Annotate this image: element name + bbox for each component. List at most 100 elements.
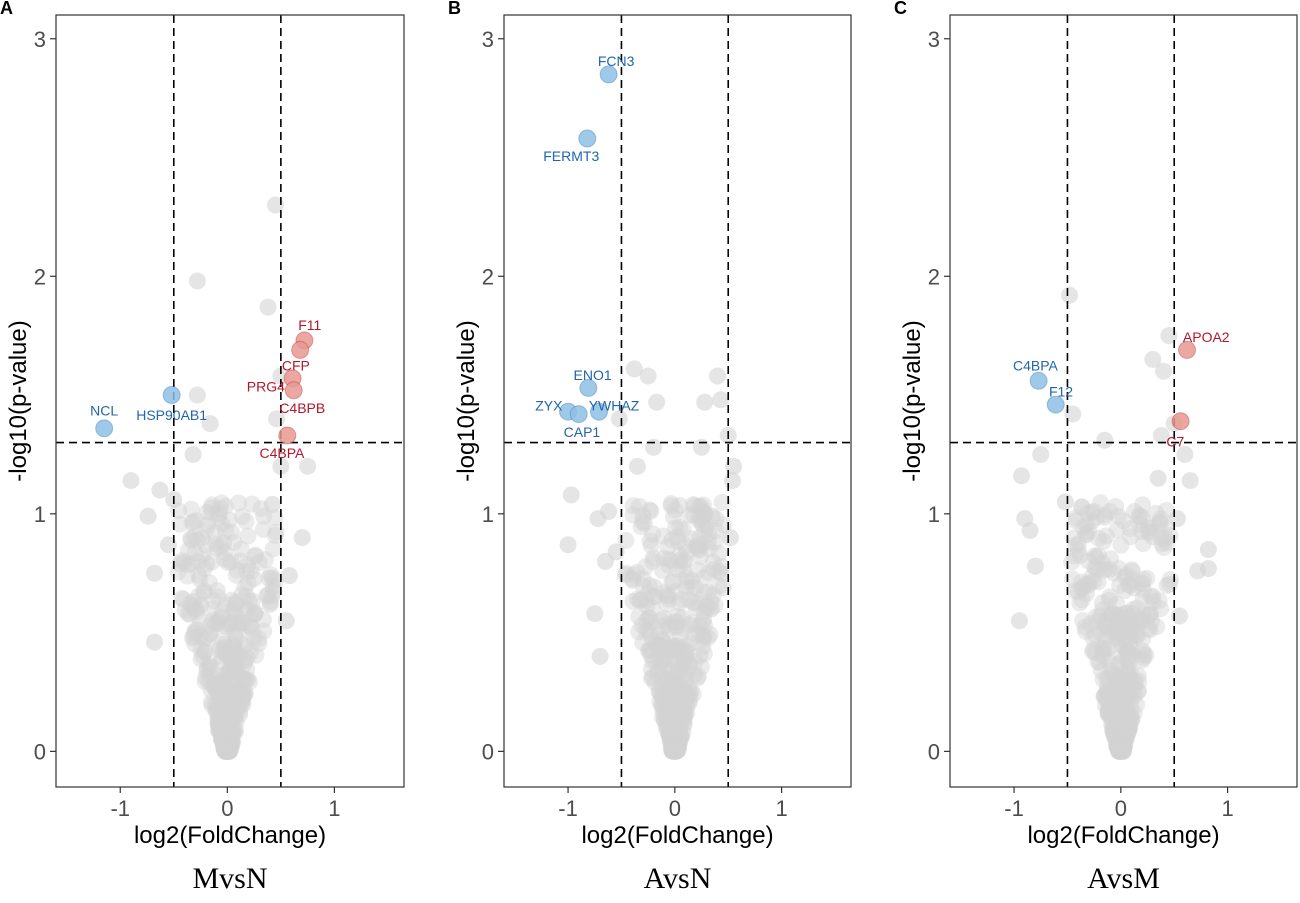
ns-point	[678, 569, 696, 587]
ns-point	[1119, 723, 1137, 741]
ns-point	[1156, 529, 1174, 547]
ns-point	[196, 642, 214, 660]
ns-point	[182, 500, 200, 518]
ns-point	[231, 679, 249, 697]
ns-point	[220, 731, 238, 749]
ns-point	[225, 684, 243, 702]
ns-point	[639, 367, 657, 385]
ns-point	[1132, 613, 1150, 631]
ns-point	[245, 629, 263, 647]
ns-point	[699, 533, 717, 551]
ns-point	[183, 555, 201, 573]
ns-point	[1115, 735, 1133, 753]
ns-point	[261, 595, 279, 613]
ns-point	[684, 579, 702, 597]
y-tick-label: 0	[34, 739, 46, 764]
ns-point	[665, 700, 683, 718]
ns-point	[663, 740, 681, 758]
ns-point	[199, 629, 217, 647]
ns-point	[1103, 715, 1121, 733]
ns-point	[221, 647, 239, 665]
ns-point	[1141, 524, 1159, 542]
ns-point	[1115, 722, 1133, 740]
ns-point	[194, 647, 212, 665]
ns-point	[216, 734, 234, 752]
ns-point	[1091, 653, 1109, 671]
ns-point	[1101, 699, 1119, 717]
ns-point	[662, 732, 680, 750]
ns-point	[1122, 697, 1140, 715]
ns-point	[1129, 682, 1147, 700]
ns-point	[681, 691, 699, 709]
ns-point	[1140, 620, 1158, 638]
ns-point	[210, 699, 228, 717]
ns-point	[1097, 616, 1115, 634]
ns-point	[215, 699, 233, 717]
ns-point	[225, 638, 243, 656]
ns-point	[701, 625, 719, 643]
ns-point	[235, 655, 253, 673]
ns-point	[247, 546, 265, 564]
x-tick-label: -1	[558, 796, 578, 821]
ns-point	[214, 700, 232, 718]
ns-point	[1125, 675, 1143, 693]
ns-point	[216, 741, 234, 759]
ns-point	[1109, 736, 1127, 754]
ns-point	[214, 672, 232, 690]
ns-point	[220, 727, 238, 745]
ns-point	[1111, 742, 1129, 760]
ns-point	[1134, 496, 1152, 514]
ns-point	[1097, 686, 1115, 704]
ns-point	[206, 679, 224, 697]
ns-point	[206, 524, 224, 542]
ns-point	[1114, 724, 1132, 742]
ns-point	[207, 672, 225, 690]
ns-point	[663, 708, 681, 726]
ns-point	[682, 634, 700, 652]
ns-point	[693, 536, 711, 554]
ns-point	[660, 725, 678, 743]
ns-point	[1104, 719, 1122, 737]
ns-point	[645, 588, 663, 606]
ns-point	[1135, 646, 1153, 664]
ns-point	[624, 572, 642, 590]
ns-point	[231, 552, 249, 570]
ns-point	[1110, 720, 1128, 738]
ns-point	[214, 705, 232, 723]
ns-point	[210, 708, 228, 726]
ns-point	[640, 624, 658, 642]
ns-point	[245, 570, 263, 588]
ns-point	[689, 540, 707, 558]
ns-point	[635, 514, 653, 532]
ns-point	[702, 600, 720, 618]
ns-point	[224, 723, 242, 741]
ns-point	[1073, 578, 1091, 596]
ns-point	[222, 734, 240, 752]
ns-point	[1108, 681, 1126, 699]
ns-point	[231, 702, 249, 720]
ns-point	[1139, 519, 1157, 537]
ns-point	[1108, 667, 1126, 685]
ns-point	[660, 723, 678, 741]
ns-point	[670, 712, 688, 730]
ns-point	[662, 551, 680, 569]
ns-point	[624, 497, 642, 515]
ns-point	[224, 724, 242, 742]
ns-point	[225, 533, 243, 551]
x-tick-label: 0	[221, 796, 233, 821]
ns-point	[1098, 639, 1116, 657]
ns-point	[1067, 509, 1085, 527]
ns-point	[670, 694, 688, 712]
ns-point	[266, 509, 284, 527]
ns-point	[660, 556, 678, 574]
ns-point	[216, 742, 234, 760]
ns-point	[179, 605, 197, 623]
ns-point	[1074, 612, 1092, 630]
ns-point	[664, 730, 682, 748]
ns-point	[1107, 622, 1125, 640]
ns-point	[1113, 740, 1131, 758]
ns-point	[1122, 528, 1140, 546]
ns-point	[676, 552, 694, 570]
ns-point	[217, 740, 235, 758]
